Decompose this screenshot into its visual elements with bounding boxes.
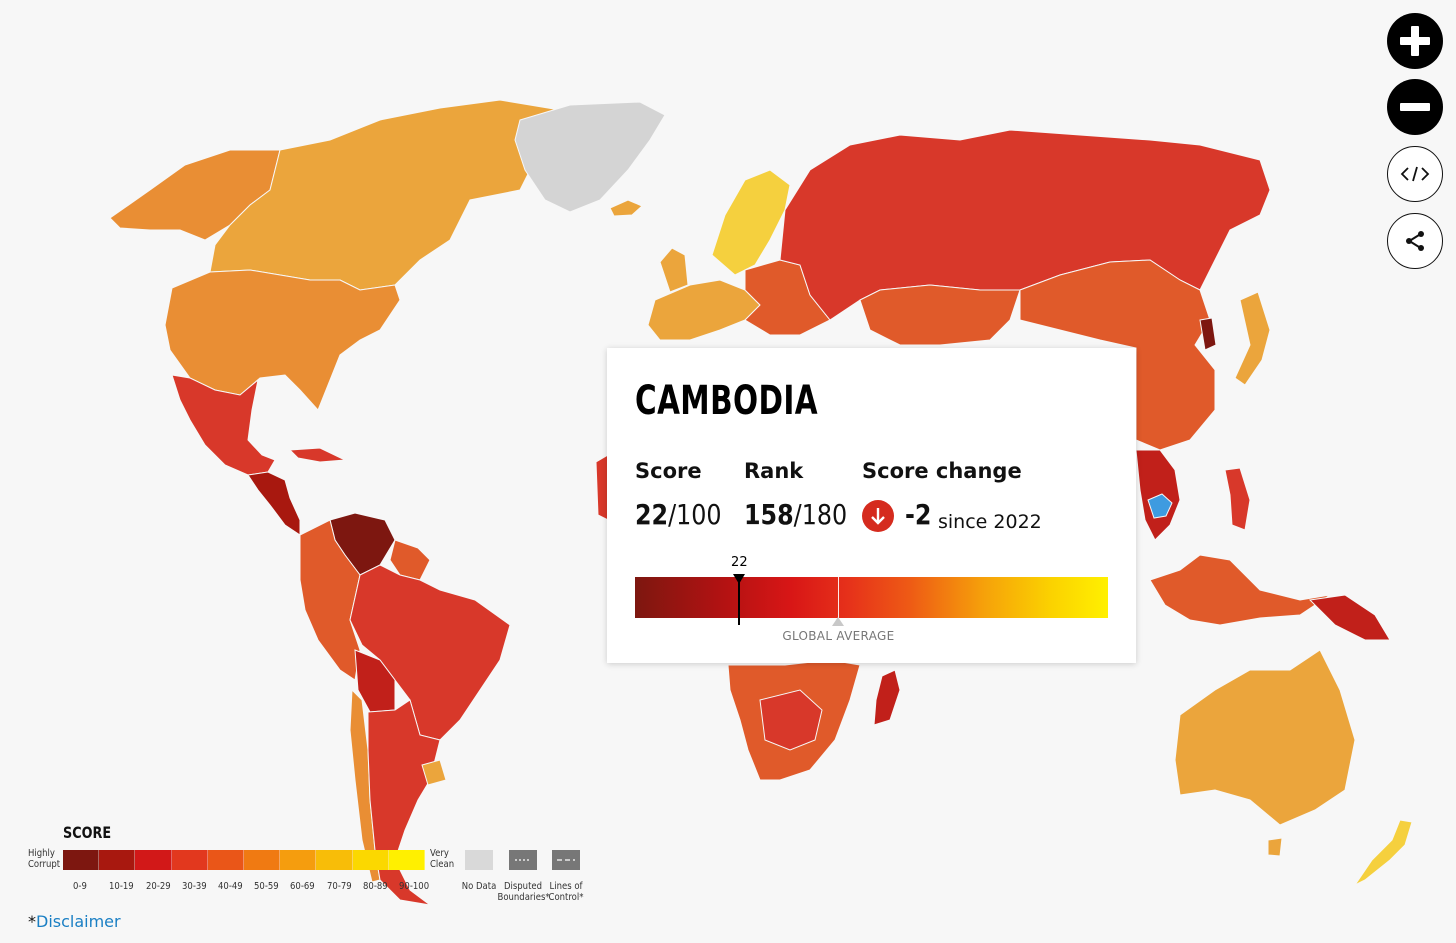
country-uk[interactable]	[659, 247, 689, 293]
minus-icon	[1400, 103, 1430, 111]
country-cuba[interactable]	[288, 447, 347, 463]
country-tooltip-card: CAMBODIA Score Rank Score change 22/100 …	[607, 348, 1136, 663]
global-average-label: GLOBAL AVERAGE	[782, 629, 895, 643]
score-number: 22	[635, 498, 669, 531]
legend-tick-label: 10-19	[109, 881, 134, 892]
score-marker-pointer	[733, 574, 746, 584]
legend-high-label: Very Clean	[430, 848, 454, 870]
share-icon	[1406, 231, 1424, 251]
no-data-label: No Data	[461, 881, 497, 892]
rank-label: Rank	[744, 459, 804, 483]
legend-tick-label: 20-29	[145, 881, 171, 892]
zoom-in-button[interactable]	[1387, 13, 1443, 69]
legend-color-bar	[63, 850, 426, 870]
disclaimer-text: Disclaimer	[36, 912, 121, 931]
legend-segment	[99, 850, 136, 870]
score-marker-line	[738, 574, 741, 625]
country-uruguay[interactable]	[421, 759, 447, 786]
score-marker-value: 22	[731, 555, 748, 570]
country-china[interactable]	[1019, 259, 1216, 451]
legend-title: SCORE	[63, 823, 112, 842]
country-tasmania[interactable]	[1267, 837, 1283, 857]
legend-segment	[63, 850, 100, 870]
score-change-since: since 2022	[938, 511, 1042, 533]
rank-max: /180	[793, 498, 848, 531]
disputed-label: Disputed Boundaries*	[497, 881, 550, 903]
legend-tick-label: 80-89	[362, 881, 388, 892]
legend-segment	[280, 850, 317, 870]
score-value: 22/100	[635, 498, 722, 531]
legend-tick-label: 50-59	[254, 881, 279, 892]
rank-number: 158	[744, 498, 794, 531]
disclaimer-star: *	[28, 912, 36, 931]
country-greenland[interactable]	[514, 101, 666, 213]
legend-segment	[207, 850, 245, 870]
legend-high-text: Very Clean	[430, 848, 455, 870]
country-indochina[interactable]	[1135, 449, 1181, 541]
share-button[interactable]	[1387, 213, 1443, 269]
disputed-swatch	[509, 850, 537, 870]
country-brazil[interactable]	[349, 564, 511, 741]
lines-of-control-swatch	[552, 850, 580, 870]
legend-segment	[388, 850, 426, 870]
embed-button[interactable]	[1387, 146, 1443, 202]
legend-segment	[352, 850, 389, 870]
score-change-label: Score change	[862, 459, 1022, 483]
arrow-down-icon	[862, 500, 894, 532]
no-data-swatch	[465, 850, 493, 870]
country-cambodia[interactable]	[1147, 493, 1173, 519]
country-canada[interactable]	[209, 99, 561, 291]
score-scale-bar	[635, 577, 1108, 618]
country-iceland[interactable]	[609, 199, 643, 217]
global-average-line	[838, 577, 840, 618]
legend-tick-label: 90-100	[398, 881, 429, 892]
country-australia[interactable]	[1174, 649, 1356, 826]
legend-tick-label: 0-9	[73, 881, 87, 892]
disclaimer-link[interactable]: *Disclaimer	[28, 912, 121, 931]
country-central-america[interactable]	[247, 471, 301, 536]
country-central-asia[interactable]	[859, 284, 1021, 346]
country-korea[interactable]	[1199, 317, 1217, 351]
legend-segment	[135, 850, 172, 870]
legend-tick-label: 40-49	[217, 881, 243, 892]
country-indonesia[interactable]	[1149, 554, 1331, 626]
score-max: /100	[668, 498, 722, 531]
legend-tick-label: 30-39	[181, 881, 207, 892]
country-name: CAMBODIA	[635, 378, 819, 424]
country-madagascar[interactable]	[873, 669, 901, 726]
legend-segment	[244, 850, 281, 870]
country-philippines[interactable]	[1224, 467, 1251, 531]
country-colombia-peru[interactable]	[299, 519, 361, 681]
country-angola[interactable]	[759, 689, 823, 751]
code-icon	[1400, 166, 1430, 182]
country-japan[interactable]	[1234, 291, 1271, 386]
score-label: Score	[635, 459, 702, 483]
country-new-zealand[interactable]	[1353, 819, 1413, 887]
country-png[interactable]	[1308, 594, 1391, 641]
legend-tick-label: 70-79	[326, 881, 352, 892]
legend-low-label: Highly Corrupt	[28, 848, 60, 870]
legend-segment	[171, 850, 208, 870]
zoom-out-button[interactable]	[1387, 79, 1443, 135]
rank-value: 158/180	[744, 498, 847, 531]
plus-icon	[1400, 26, 1430, 56]
lines-of-control-label: Lines of Control*	[548, 881, 584, 903]
global-average-pointer	[832, 617, 845, 626]
legend-tick-label: 60-69	[290, 881, 315, 892]
legend-segment	[316, 850, 353, 870]
legend-low-text: Highly Corrupt	[28, 848, 61, 870]
country-mexico[interactable]	[171, 374, 276, 476]
score-change-value: -2	[905, 498, 932, 531]
